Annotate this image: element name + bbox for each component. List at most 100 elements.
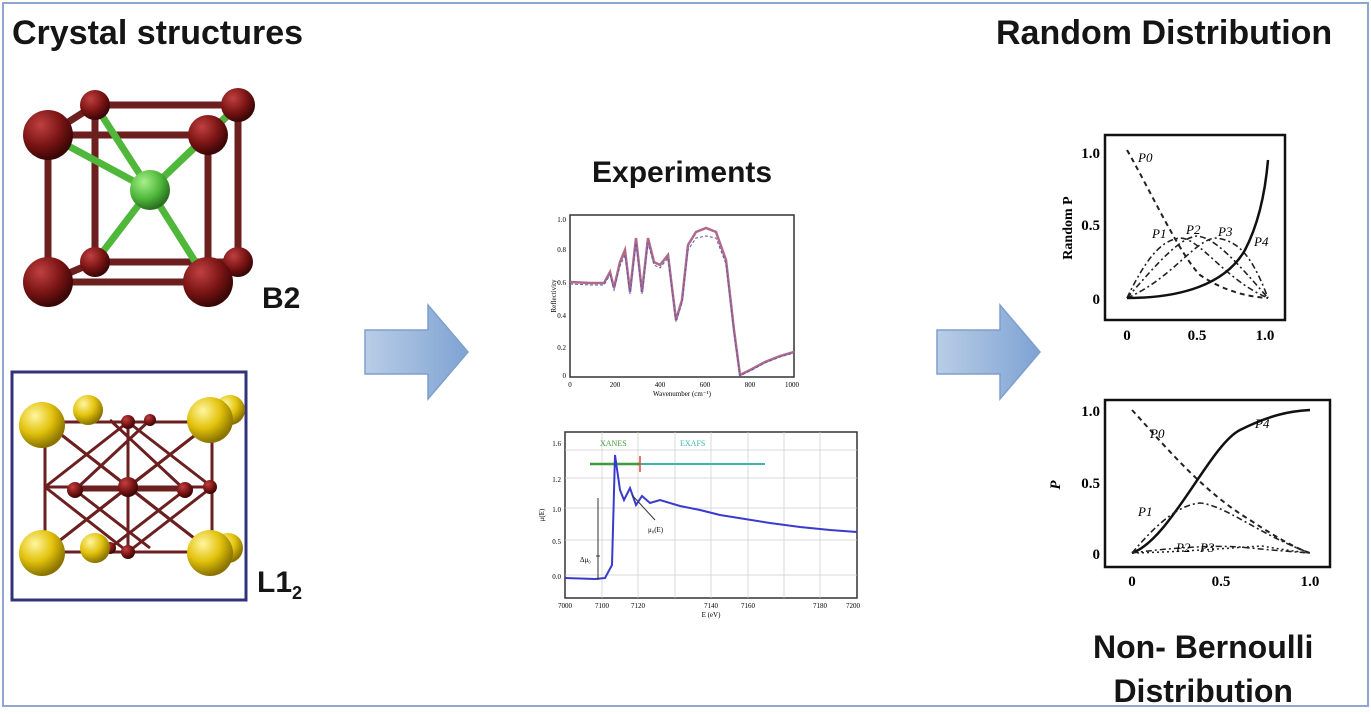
xafs-xlabel: E (eV) <box>702 611 722 619</box>
nonbernoulli-label-p1: P1 <box>1137 504 1152 519</box>
nonbernoulli-label-p3: P3 <box>1199 540 1215 555</box>
reflectivity-plot: 1.0 0.8 0.6 0.4 0.2 0 0 200 400 600 800 … <box>550 214 800 398</box>
nonbernoulli-curve-p1 <box>1131 502 1311 554</box>
nonbernoulli-ytick: 1.0 <box>1081 404 1100 420</box>
b2-atom-corner <box>183 257 233 307</box>
refl-xtick: 800 <box>745 381 756 389</box>
xafs-ytick: 1.2 <box>552 476 561 484</box>
xafs-xtick: 7200 <box>846 602 861 610</box>
refl-ytick: 0.6 <box>557 279 566 287</box>
random-ytick: 0.5 <box>1081 218 1100 234</box>
heading-crystal-structures: Crystal structures <box>12 14 304 52</box>
nonbernoulli-label-p2: P2 <box>1175 540 1191 555</box>
heading-non-bernoulli-line1: Non- Bernoulli <box>1093 629 1314 665</box>
xafs-ytick: 0.5 <box>552 538 561 546</box>
l12-atom-corner <box>73 395 103 425</box>
heading-non-bernoulli: Non- Bernoulli Distribution <box>1093 625 1313 713</box>
heading-experiments: Experiments <box>592 156 773 189</box>
b2-atom-corner <box>80 247 110 277</box>
refl-ytick: 0.2 <box>557 344 566 352</box>
nonbernoulli-curve-p3 <box>1131 545 1311 554</box>
random-xtick: 0 <box>1123 328 1131 344</box>
mu0-label: μ₀(E) <box>648 526 664 534</box>
nonbernoulli-curve-p2 <box>1131 545 1311 554</box>
xafs-ylabel: μ(E) <box>538 508 546 521</box>
nonbernoulli-ytick: 0 <box>1093 547 1101 563</box>
refl-xtick: 0 <box>568 381 572 389</box>
random-ylabel: Random P <box>1061 196 1076 260</box>
exafs-label: EXAFS <box>680 439 705 448</box>
b2-atom-corner <box>80 90 110 120</box>
l12-atom-corner <box>19 402 65 448</box>
xafs-ytick: 1.0 <box>552 506 561 514</box>
refl-ytick: 0 <box>563 372 567 380</box>
heading-random-distribution: Random Distribution <box>996 14 1333 52</box>
heading-non-bernoulli-line2: Distribution <box>1113 673 1293 709</box>
nonbernoulli-xtick: 0.5 <box>1212 574 1231 590</box>
random-curve-p2 <box>1126 235 1269 299</box>
refl-ytick: 0.4 <box>557 312 566 320</box>
xafs-xtick: 7120 <box>631 602 646 610</box>
xafs-plot: XANES EXAFS Δμ₀ μ₀(E) 1.6 1.2 1.0 0.5 0.… <box>538 431 861 619</box>
b2-atom-corner <box>188 115 228 155</box>
random-label-p3: P3 <box>1217 224 1233 239</box>
xafs-xtick: 7180 <box>813 602 828 610</box>
xafs-xtick: 7160 <box>741 602 756 610</box>
nonbernoulli-xtick: 0 <box>1128 574 1136 590</box>
b2-atom-corner <box>223 247 253 277</box>
l12-crystal-model <box>19 395 245 576</box>
random-xtick: 0.5 <box>1188 328 1207 344</box>
l12-box <box>10 370 248 602</box>
nonbernoulli-ytick: 0.5 <box>1081 476 1100 492</box>
label-l12: L12 <box>257 566 302 604</box>
b2-atom-corner <box>23 257 73 307</box>
random-label-p0: P0 <box>1137 150 1153 165</box>
random-distribution-plot: P0 P1 P2 P3 P4 1.0 0.5 0 0 0.5 1.0 Rando… <box>1061 133 1287 344</box>
random-ytick: 0 <box>1093 292 1101 308</box>
flow-arrow-2 <box>936 302 1041 402</box>
nonbernoulli-curve-p0 <box>1131 409 1311 554</box>
label-l12-main: L1 <box>257 566 293 599</box>
flow-arrow-1 <box>364 302 469 402</box>
refl-ytick: 0.8 <box>557 246 566 254</box>
nonbernoulli-label-p4: P4 <box>1254 416 1270 431</box>
nonbernoulli-ylabel: P <box>1048 480 1064 490</box>
l12-atom-corner <box>187 397 233 443</box>
label-l12-sub: 2 <box>292 583 303 603</box>
random-xtick: 1.0 <box>1256 328 1275 344</box>
random-label-p1: P1 <box>1151 226 1166 241</box>
refl-xtick: 400 <box>655 381 666 389</box>
xafs-spectrum <box>564 454 858 581</box>
b2-crystal-model <box>23 88 255 307</box>
xafs-ytick: 0.0 <box>552 573 561 581</box>
xanes-label: XANES <box>600 439 627 448</box>
random-label-p2: P2 <box>1185 222 1201 237</box>
refl-xtick: 1000 <box>785 381 800 389</box>
nonbernoulli-axes <box>1103 398 1332 569</box>
nonbernoulli-plot: P0 P4 P1 P2 P3 1.0 0.5 0 0 0.5 1.0 P <box>1048 398 1332 590</box>
refl-xtick: 600 <box>700 381 711 389</box>
label-b2: B2 <box>262 282 301 315</box>
l12-atom-corner <box>19 530 65 576</box>
refl-xtick: 200 <box>610 381 621 389</box>
b2-atom-corner <box>221 88 255 122</box>
refl-xlabel: Wavenumber (cm⁻¹) <box>653 390 712 398</box>
b2-atom-center <box>130 170 170 210</box>
random-ytick: 1.0 <box>1081 146 1100 162</box>
nonbernoulli-xtick: 1.0 <box>1301 574 1320 590</box>
refl-ylabel: Reflectivity <box>550 279 558 313</box>
random-curve-p4 <box>1126 159 1270 300</box>
step-label: Δμ₀ <box>580 556 591 564</box>
nonbernoulli-curve-p4 <box>1131 408 1311 555</box>
xafs-xtick: 7000 <box>558 602 573 610</box>
l12-atom-corner <box>187 530 233 576</box>
l12-atom-corner <box>80 533 110 563</box>
random-label-p4: P4 <box>1253 234 1269 249</box>
random-curve-p0 <box>1126 149 1269 299</box>
refl-ytick: 1.0 <box>557 216 566 224</box>
xafs-xtick: 7140 <box>704 602 719 610</box>
b2-atom-corner <box>23 110 73 160</box>
